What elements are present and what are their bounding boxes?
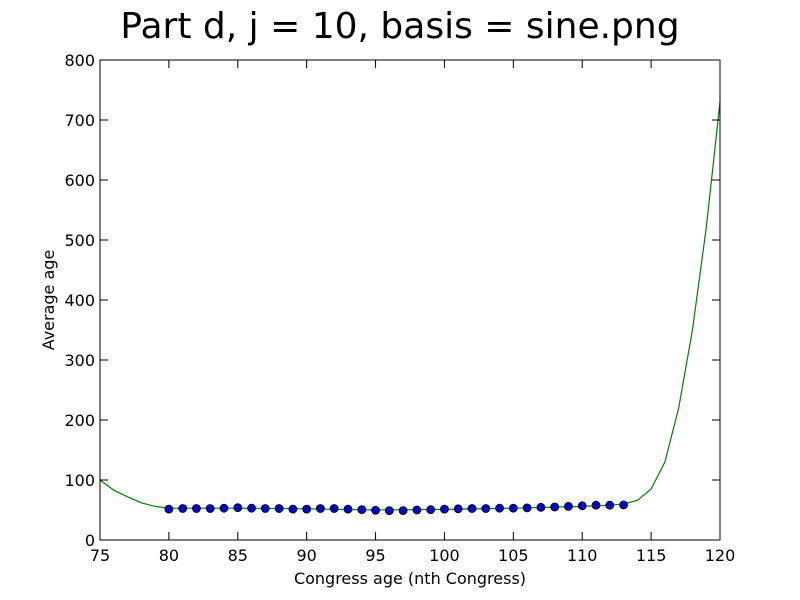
y-tick-label: 0 [85,531,95,550]
y-tick-label: 500 [64,231,95,250]
y-tick-label: 400 [64,291,95,310]
data-point [343,504,353,514]
x-tick-label: 120 [705,546,736,565]
x-tick-label: 90 [296,546,316,565]
chart-title: Part d, j = 10, basis = sine.png [120,6,680,47]
data-point [481,504,491,513]
x-tick-label: 95 [365,546,385,565]
data-point [591,500,601,510]
x-tick-label: 115 [636,546,667,565]
data-point [508,503,518,513]
data-point [192,504,201,513]
data-point [564,501,573,511]
x-axis-label: Congress age (nth Congress) [294,569,526,588]
y-tick-label: 700 [64,111,95,130]
data-point [522,503,532,513]
y-tick-label: 100 [64,471,95,490]
data-point [605,500,615,510]
data-point [233,503,243,513]
data-point [412,505,422,515]
y-tick-label: 600 [64,171,95,190]
data-point [274,504,284,513]
data-point [164,504,174,514]
data-point [371,505,380,515]
y-tick-label: 800 [64,51,95,70]
x-tick-label: 80 [159,546,179,565]
x-tick-label: 100 [429,546,460,565]
data-point [260,504,270,513]
data-point [357,505,367,515]
data-point [440,504,449,514]
data-points-layer [164,500,628,516]
x-tick-label: 85 [228,546,248,565]
data-point [288,504,298,514]
x-tick-label: 105 [498,546,529,565]
data-point [219,503,229,513]
data-point [302,504,312,514]
data-point [453,504,463,514]
data-point [426,505,436,515]
x-tick-label: 110 [567,546,598,565]
data-point [329,504,339,513]
data-point [536,502,546,512]
data-point [467,504,477,513]
data-point [619,500,628,510]
plot-area-background [100,60,720,540]
data-point [247,503,256,513]
data-point [178,504,188,513]
data-point [205,504,215,513]
y-axis-label: Average age [39,250,58,351]
data-point [398,506,408,516]
ticks-layer: 75 80 85 90 95 100 105 110 115 120 0 100 200 300 400 50… [64,51,735,565]
data-point [495,503,504,513]
data-point [550,502,560,512]
data-point [577,501,587,511]
y-tick-label: 200 [64,411,95,430]
y-tick-label: 300 [64,351,95,370]
data-point [384,506,394,516]
x-tick-label: 75 [90,546,110,565]
plot-frame [99,59,721,541]
data-point [316,504,325,513]
